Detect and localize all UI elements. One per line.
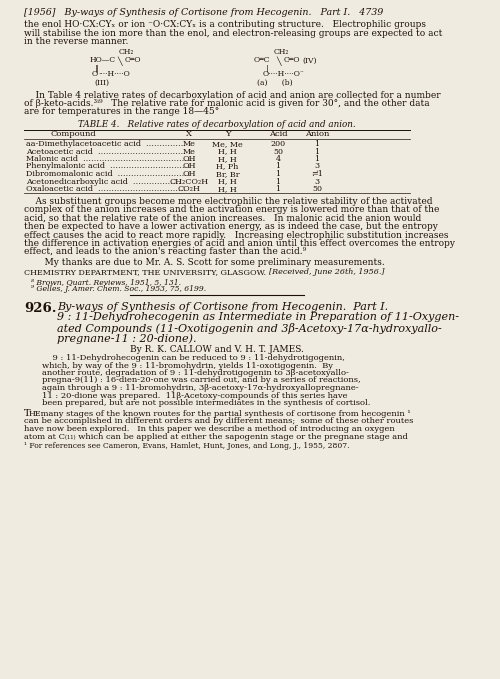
Text: O: O	[91, 71, 98, 79]
Text: in the reverse manner.: in the reverse manner.	[24, 37, 128, 46]
Text: O····H····O⁻: O····H····O⁻	[262, 71, 304, 79]
Text: HE: HE	[28, 409, 42, 418]
Text: pregna-9(11) : 16-dien-20-one was carried out, and by a series of reactions,: pregna-9(11) : 16-dien-20-one was carrie…	[42, 376, 360, 384]
Text: 200: 200	[270, 140, 285, 148]
Text: |: |	[266, 65, 268, 73]
Text: 926.: 926.	[24, 302, 57, 315]
Text: 9 : 11-Dehydrohecogenin can be reduced to 9 : 11-dehydrotigogenin,: 9 : 11-Dehydrohecogenin can be reduced t…	[42, 354, 344, 362]
Text: HO—C: HO—C	[90, 56, 116, 65]
Text: [Received, June 26th, 1956.]: [Received, June 26th, 1956.]	[270, 268, 385, 276]
Text: Phenylmalonic acid  …………………………: Phenylmalonic acid …………………………	[26, 162, 190, 170]
Text: OH: OH	[182, 162, 196, 170]
Text: ated Compounds (11-Oxotigogenin and 3β-Acetoxy-17α-hydroxyallo-: ated Compounds (11-Oxotigogenin and 3β-A…	[58, 323, 442, 334]
Text: [1956]   By-ways of Synthesis of Cortisone from Hecogenin.   Part I.   4739: [1956] By-ways of Synthesis of Cortisone…	[24, 8, 384, 17]
Text: (IV): (IV)	[302, 56, 317, 65]
Text: 1: 1	[276, 162, 280, 170]
Text: Acid: Acid	[268, 130, 287, 139]
Text: again through a 9 : 11-bromohydrin, 3β-acetoxy-17α-hydroxyallopregnane-: again through a 9 : 11-bromohydrin, 3β-a…	[42, 384, 358, 392]
Text: acid, so that the relative rate of the anion increases.   In malonic acid the an: acid, so that the relative rate of the a…	[24, 213, 421, 223]
Text: complex of the anion increases and the activation energy is lowered more than th: complex of the anion increases and the a…	[24, 205, 440, 214]
Text: have now been explored.   In this paper we describe a method of introducing an o: have now been explored. In this paper we…	[24, 425, 395, 433]
Text: Acetoacetic acid  ……………………………: Acetoacetic acid ……………………………	[26, 147, 186, 155]
Text: 50: 50	[273, 147, 283, 155]
Text: 50: 50	[312, 185, 322, 193]
Text: aa-Dimethylacetoacetic acid  ……………: aa-Dimethylacetoacetic acid ……………	[26, 140, 186, 148]
Text: been prepared, but are not possible intermediates in the synthesis of cortisol.: been prepared, but are not possible inte…	[42, 399, 370, 407]
Text: X: X	[186, 130, 192, 139]
Text: Br, Br: Br, Br	[216, 170, 240, 178]
Text: OH: OH	[182, 155, 196, 163]
Text: In Table 4 relative rates of decarboxylation of acid and anion are collected for: In Table 4 relative rates of decarboxyla…	[24, 90, 441, 100]
Text: ····H····O: ····H····O	[98, 71, 130, 79]
Text: 3: 3	[314, 162, 320, 170]
Text: effect causes the acid to react more rapidly.   Increasing electrophilic substit: effect causes the acid to react more rap…	[24, 230, 449, 240]
Text: C═O: C═O	[283, 56, 300, 65]
Text: As substituent groups become more electrophilic the relative stability of the ac: As substituent groups become more electr…	[24, 196, 433, 206]
Text: CHEMISTRY DEPARTMENT, THE UNIVERSITY, GLASGOW.: CHEMISTRY DEPARTMENT, THE UNIVERSITY, GL…	[24, 268, 266, 276]
Text: pregnane-11 : 20-dione).: pregnane-11 : 20-dione).	[58, 333, 197, 344]
Text: many stages of the known routes for the partial synthesis of cortisone from heco: many stages of the known routes for the …	[38, 409, 411, 418]
Text: 1: 1	[314, 147, 320, 155]
Text: (III): (III)	[94, 79, 110, 86]
Text: ╲: ╲	[276, 56, 281, 66]
Text: C═O: C═O	[124, 56, 140, 65]
Text: Y: Y	[225, 130, 230, 139]
Text: ¹ For references see Cameron, Evans, Hamlet, Hunt, Jones, and Long, J., 1955, 28: ¹ For references see Cameron, Evans, Ham…	[24, 442, 350, 449]
Text: 4: 4	[276, 155, 280, 163]
Text: Compound: Compound	[51, 130, 96, 139]
Text: By-ways of Synthesis of Cortisone from Hecogenin.  Part I.: By-ways of Synthesis of Cortisone from H…	[58, 302, 388, 312]
Text: My thanks are due to Mr. A. S. Scott for some preliminary measurements.: My thanks are due to Mr. A. S. Scott for…	[33, 258, 385, 267]
Text: (a)      (b): (a) (b)	[257, 79, 293, 86]
Text: H, H: H, H	[218, 177, 237, 185]
Text: Me: Me	[183, 140, 196, 148]
Text: OH: OH	[182, 170, 196, 178]
Text: Acetonedicarboxylic acid  ………………: Acetonedicarboxylic acid ………………	[26, 177, 181, 185]
Text: another route, degradation of 9 : 11-dehydrotigogenin to 3β-acetoxyallo-: another route, degradation of 9 : 11-deh…	[42, 369, 348, 377]
Text: atom at C₍₁₁₎ which can be applied at either the sapogenin stage or the pregnane: atom at C₍₁₁₎ which can be applied at ei…	[24, 433, 408, 441]
Text: H, H: H, H	[218, 147, 237, 155]
Text: the enol HO·CX:CYₓ or ion ⁻O·CX:CYₓ is a contributing structure.   Electrophilic: the enol HO·CX:CYₓ or ion ⁻O·CX:CYₓ is a…	[24, 20, 426, 29]
Text: CH₂: CH₂	[274, 48, 289, 56]
Text: Oxaloacetic acid  ……………………………: Oxaloacetic acid ……………………………	[26, 185, 186, 193]
Text: will stabilise the ion more than the enol, and electron-releasing groups are exp: will stabilise the ion more than the eno…	[24, 29, 442, 37]
Text: 1: 1	[276, 185, 280, 193]
Text: 1: 1	[276, 170, 280, 178]
Text: ╲: ╲	[118, 56, 122, 66]
Text: 1: 1	[276, 177, 280, 185]
Text: effect, and leads to the anion's reacting faster than the acid.⁹: effect, and leads to the anion's reactin…	[24, 248, 306, 257]
Text: ≓1: ≓1	[311, 170, 323, 178]
Text: the difference in activation energies of acid and anion until this effect overco: the difference in activation energies of…	[24, 239, 456, 248]
Text: Malonic acid  ……………………………………: Malonic acid ……………………………………	[26, 155, 195, 163]
Text: are for temperatures in the range 18—45°: are for temperatures in the range 18—45°	[24, 107, 220, 117]
Text: 3: 3	[314, 177, 320, 185]
Text: H, H: H, H	[218, 185, 237, 193]
Text: of β-keto-acids.³ⁱ⁹   The relative rate for malonic acid is given for 30°, and t: of β-keto-acids.³ⁱ⁹ The relative rate fo…	[24, 99, 430, 108]
Text: 9 : 11-Dehydrohecogenin as Intermediate in Preparation of 11-Oxygen-: 9 : 11-Dehydrohecogenin as Intermediate …	[58, 312, 460, 323]
Text: 1: 1	[314, 140, 320, 148]
Text: ‖: ‖	[94, 65, 98, 73]
Text: CH₂: CH₂	[119, 48, 134, 56]
Text: Me, Me: Me, Me	[212, 140, 243, 148]
Text: CO₂H: CO₂H	[178, 185, 201, 193]
Text: can be accomplished in different orders and by different means;  some of these o: can be accomplished in different orders …	[24, 418, 413, 425]
Text: T: T	[24, 409, 31, 418]
Text: ⁸ Brown, Quart. Reviews, 1951, 5, 131.: ⁸ Brown, Quart. Reviews, 1951, 5, 131.	[32, 278, 182, 286]
Text: 1: 1	[314, 155, 320, 163]
Text: O═C: O═C	[254, 56, 270, 65]
Text: By R. K. CALLOW and V. H. T. JAMES.: By R. K. CALLOW and V. H. T. JAMES.	[130, 344, 304, 354]
Text: CH₂CO₂H: CH₂CO₂H	[170, 177, 209, 185]
Text: Anion: Anion	[305, 130, 330, 139]
Text: ⁹ Gelles, J. Amer. Chem. Soc., 1953, 75, 6199.: ⁹ Gelles, J. Amer. Chem. Soc., 1953, 75,…	[32, 285, 206, 293]
Text: then be expected to have a lower activation energy, as is indeed the case, but t: then be expected to have a lower activat…	[24, 222, 438, 231]
Text: TABLE 4.   Relative rates of decarboxylation of acid and anion.: TABLE 4. Relative rates of decarboxylati…	[78, 120, 356, 129]
Text: which, by way of the 9 : 11-bromohydrin, yields 11-oxotigogenin.  By: which, by way of the 9 : 11-bromohydrin,…	[42, 361, 333, 369]
Text: H, H: H, H	[218, 155, 237, 163]
Text: 11 : 20-dione was prepared.  11β-Acetoxy-compounds of this series have: 11 : 20-dione was prepared. 11β-Acetoxy-…	[42, 392, 347, 399]
Text: Dibromomalonic acid  ………………………: Dibromomalonic acid ………………………	[26, 170, 190, 178]
Text: H, Ph: H, Ph	[216, 162, 239, 170]
Text: Me: Me	[183, 147, 196, 155]
